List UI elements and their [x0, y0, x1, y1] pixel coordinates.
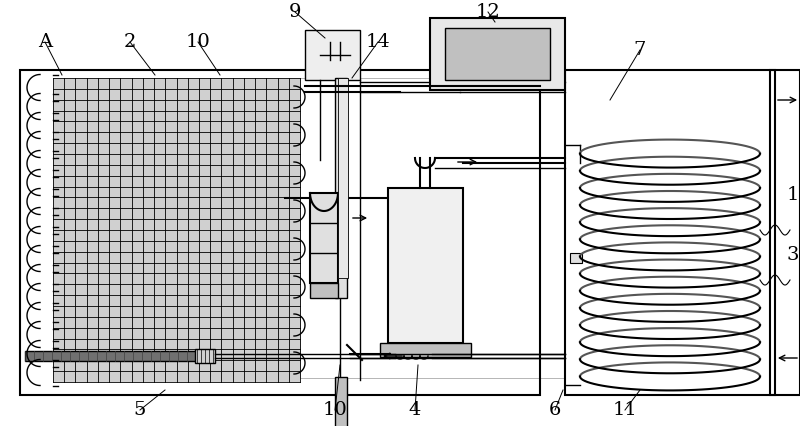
Text: 10: 10: [322, 401, 347, 419]
Bar: [565, 70, 775, 395]
Text: 7: 7: [634, 41, 646, 59]
Bar: [53, 78, 300, 382]
Text: 6: 6: [549, 401, 561, 419]
Bar: [300, 78, 565, 378]
Ellipse shape: [318, 197, 330, 209]
Bar: [310, 283, 338, 298]
Text: 5: 5: [134, 401, 146, 419]
Text: 14: 14: [366, 33, 390, 51]
Bar: [380, 343, 471, 357]
Bar: [25, 351, 200, 361]
Text: 10: 10: [186, 33, 210, 51]
Text: 2: 2: [124, 33, 136, 51]
Text: 1: 1: [787, 186, 799, 204]
Bar: [305, 30, 360, 80]
Bar: [430, 18, 565, 90]
Text: 9: 9: [289, 3, 302, 21]
Bar: [770, 70, 800, 395]
Text: 12: 12: [476, 3, 500, 21]
Bar: [570, 253, 582, 263]
Bar: [310, 193, 338, 283]
Bar: [335, 78, 347, 298]
Text: 4: 4: [409, 401, 421, 419]
Bar: [335, 377, 347, 426]
Bar: [445, 28, 550, 80]
Text: 11: 11: [613, 401, 638, 419]
Bar: [338, 78, 348, 278]
Bar: [20, 70, 540, 395]
Text: A: A: [38, 33, 52, 51]
Bar: [195, 349, 215, 363]
Text: 3: 3: [786, 246, 799, 264]
Bar: [388, 188, 463, 343]
